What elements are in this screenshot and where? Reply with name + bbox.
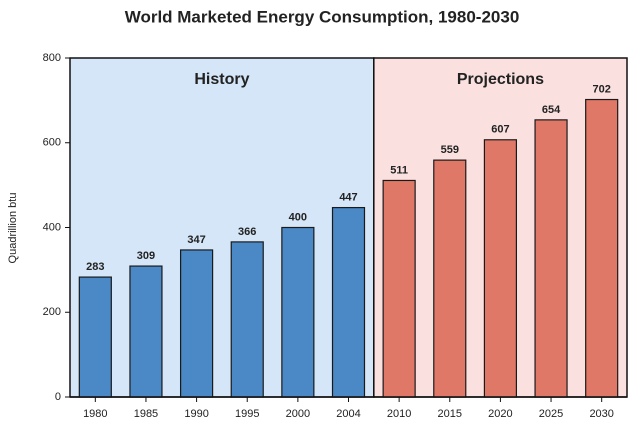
chart-title: World Marketed Energy Consumption, 1980-…: [125, 7, 520, 26]
y-axis-label: Quadrillion btu: [7, 193, 19, 264]
data-label: 447: [339, 191, 357, 203]
x-tick-label: 2025: [539, 408, 563, 420]
bar: [483, 139, 518, 398]
x-tick-label: 2015: [438, 408, 462, 420]
bar: [585, 98, 619, 398]
x-tick-label: 2010: [387, 408, 411, 420]
y-tick-label: 0: [55, 391, 61, 403]
x-tick-label: 2030: [589, 408, 613, 420]
data-label: 702: [593, 83, 611, 95]
bar: [433, 159, 467, 398]
region-label: Projections: [457, 71, 544, 88]
region-background: [69, 57, 375, 398]
bar: [331, 206, 366, 398]
data-label: 654: [542, 104, 561, 116]
y-tick-label: 400: [43, 221, 61, 233]
data-label: 607: [491, 124, 509, 136]
y-tick-label: 800: [43, 52, 61, 64]
bar: [382, 179, 416, 398]
data-label: 283: [86, 261, 104, 273]
x-tick-label: 1990: [184, 408, 208, 420]
bar: [129, 265, 163, 398]
data-label: 511: [390, 164, 408, 176]
bar: [179, 249, 214, 398]
x-tick-label: 2020: [488, 408, 512, 420]
bar: [534, 119, 568, 398]
x-tick-label: 2000: [286, 408, 310, 420]
data-label: 309: [137, 250, 155, 262]
x-tick-label: 1985: [134, 408, 158, 420]
y-tick-label: 600: [43, 137, 61, 149]
x-tick-label: 1980: [83, 408, 107, 420]
data-label: 559: [441, 144, 459, 156]
data-label: 400: [289, 211, 307, 223]
region-label: History: [194, 71, 249, 88]
bar: [281, 226, 315, 398]
y-tick-label: 200: [43, 306, 61, 318]
bar: [78, 276, 112, 398]
data-label: 366: [238, 226, 256, 238]
bar: [230, 241, 264, 398]
x-tick-label: 1995: [235, 408, 259, 420]
x-tick-label: 2004: [336, 408, 360, 420]
data-label: 347: [187, 234, 205, 246]
